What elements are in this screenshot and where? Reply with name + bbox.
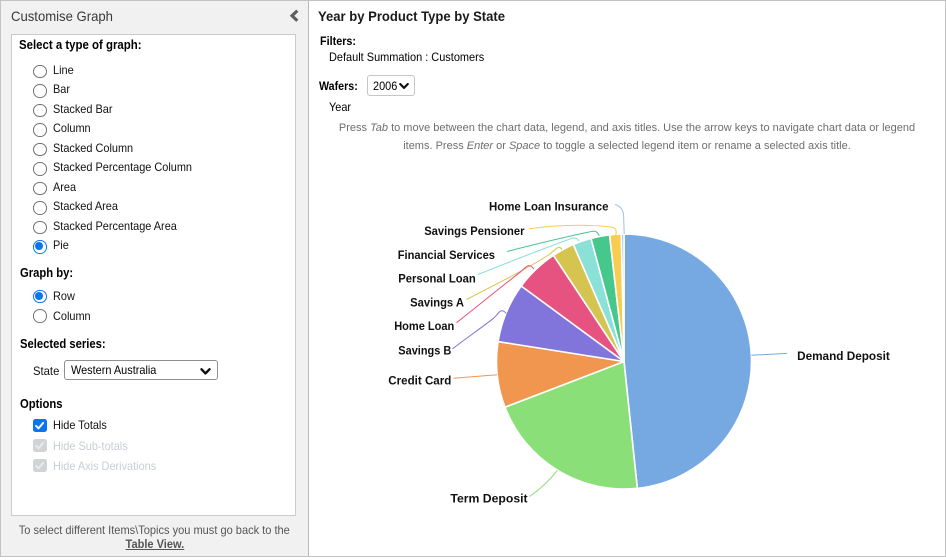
svg-text:Financial Services: Financial Services (398, 248, 496, 262)
svg-text:Demand Deposit: Demand Deposit (797, 349, 890, 363)
svg-text:Home Loan: Home Loan (394, 319, 454, 333)
svg-text:Savings A: Savings A (410, 295, 464, 309)
svg-text:Savings B: Savings B (398, 344, 451, 358)
svg-text:Credit Card: Credit Card (388, 374, 451, 388)
svg-text:Savings Pensioner: Savings Pensioner (424, 224, 525, 238)
svg-text:Home Loan Insurance: Home Loan Insurance (489, 200, 609, 214)
svg-text:Personal Loan: Personal Loan (398, 271, 476, 285)
svg-text:Term Deposit: Term Deposit (450, 492, 527, 506)
